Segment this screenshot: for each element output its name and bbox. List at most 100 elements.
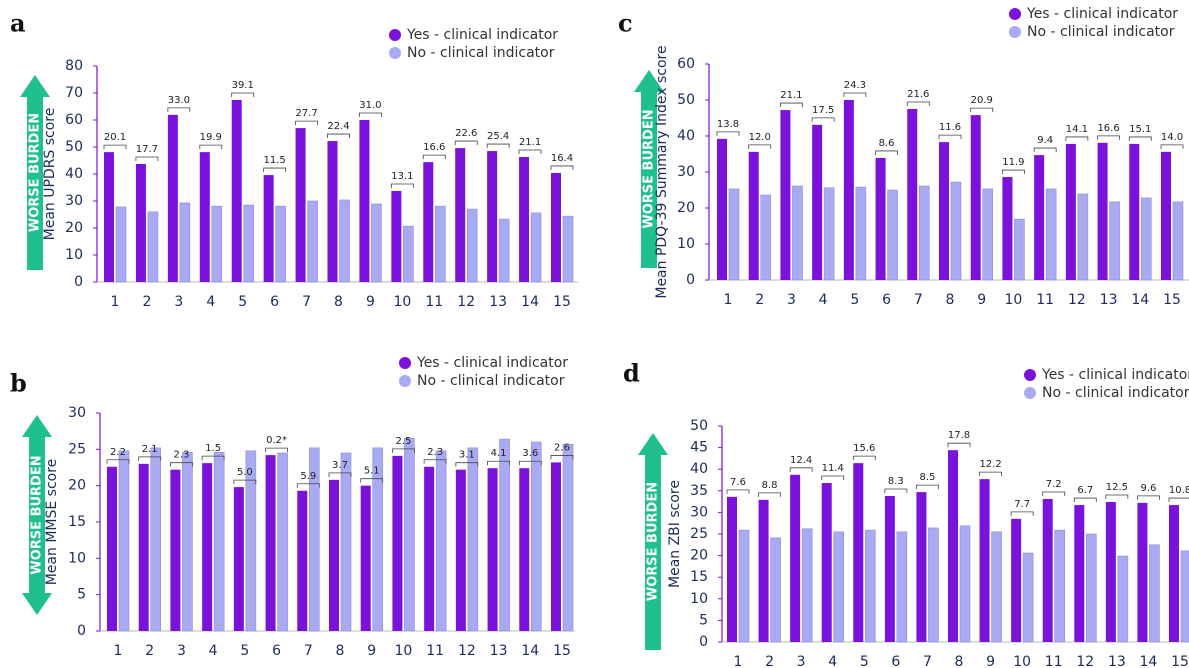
- bar: [467, 447, 479, 632]
- bar: [231, 100, 242, 283]
- y-tick-label: 20: [690, 548, 708, 564]
- bar: [727, 496, 737, 642]
- bar: [327, 141, 338, 282]
- bar: [307, 200, 318, 283]
- x-tick-label: 5: [850, 292, 859, 308]
- difference-label: 11.5: [264, 155, 286, 166]
- x-tick-label: 4: [209, 643, 218, 659]
- bracket: [135, 156, 159, 162]
- bracket: [1002, 169, 1025, 175]
- x-tick-label: 6: [272, 643, 281, 659]
- x-tick-label: 7: [304, 643, 313, 659]
- difference-label: 14.0: [1161, 132, 1183, 143]
- x-tick-label: 11: [425, 294, 443, 310]
- bar: [1180, 550, 1189, 643]
- bracket: [455, 462, 479, 467]
- burden-arrow: [638, 433, 668, 650]
- bar: [760, 194, 772, 281]
- difference-label: 15.6: [853, 443, 875, 454]
- bar: [1161, 151, 1171, 280]
- bracket: [758, 492, 781, 497]
- y-tick-label: 60: [65, 112, 83, 128]
- x-tick-label: 6: [270, 294, 279, 310]
- bar: [138, 463, 149, 631]
- difference-label: 15.1: [1129, 124, 1151, 135]
- bar: [843, 100, 854, 280]
- bar: [329, 479, 339, 631]
- x-tick-label: 15: [553, 643, 571, 659]
- bar: [1129, 143, 1140, 280]
- x-tick-label: 12: [457, 294, 475, 310]
- x-tick-label: 15: [553, 294, 571, 310]
- bar: [371, 203, 382, 283]
- x-tick-label: 1: [114, 643, 123, 659]
- bar: [135, 164, 146, 282]
- x-tick-label: 10: [395, 643, 413, 659]
- bracket: [1105, 494, 1129, 500]
- bar: [360, 485, 371, 631]
- difference-label: 20.9: [971, 95, 993, 106]
- y-tick-label: 0: [686, 272, 695, 288]
- panel-label: d: [623, 359, 640, 388]
- x-tick-label: 7: [914, 292, 923, 308]
- difference-label: 16.4: [551, 153, 573, 164]
- bar: [1065, 143, 1076, 280]
- bracket: [422, 154, 446, 160]
- bar: [498, 218, 510, 283]
- y-tick-label: 30: [690, 504, 708, 520]
- bracket: [518, 149, 542, 154]
- bracket: [327, 133, 350, 139]
- x-tick-label: 3: [797, 654, 806, 668]
- bar: [717, 138, 727, 280]
- panel-label: c: [618, 9, 633, 38]
- y-tick-label: 50: [65, 139, 83, 155]
- difference-label: 2.3: [427, 447, 443, 458]
- y-axis-label: Mean MMSE score: [44, 459, 60, 586]
- bar: [435, 450, 447, 632]
- bar: [213, 451, 225, 632]
- bracket: [938, 134, 962, 140]
- x-tick-label: 9: [986, 654, 995, 668]
- bar: [202, 463, 213, 631]
- bar: [792, 185, 803, 281]
- difference-label: 12.0: [749, 132, 771, 143]
- panel: a WORSE BURDEN Mean UPDRS score 0 10 20 30 40 50…: [10, 9, 578, 310]
- y-tick-label: 30: [65, 193, 83, 209]
- x-tick-label: 9: [367, 643, 376, 659]
- y-tick-label: 5: [699, 612, 708, 628]
- bar: [821, 483, 832, 642]
- bar: [392, 455, 403, 631]
- bracket: [106, 459, 130, 464]
- bar: [1002, 177, 1013, 280]
- y-tick-label: 80: [65, 58, 83, 74]
- legend-marker: [1009, 26, 1021, 38]
- legend-marker: [389, 29, 401, 41]
- bar: [770, 537, 781, 643]
- difference-label: 12.4: [790, 455, 812, 466]
- x-tick-label: 6: [891, 654, 900, 668]
- bracket: [1160, 144, 1184, 149]
- bracket: [726, 489, 750, 494]
- bracket: [780, 102, 803, 108]
- difference-label: 11.6: [939, 122, 961, 133]
- burden-arrow: [634, 70, 664, 268]
- x-tick-label: 10: [1013, 654, 1031, 668]
- bracket: [1097, 135, 1120, 140]
- y-tick-label: 20: [68, 478, 86, 494]
- bar: [1097, 142, 1108, 280]
- bracket: [843, 92, 867, 97]
- x-tick-label: 13: [1100, 292, 1118, 308]
- x-tick-label: 7: [923, 654, 932, 668]
- bracket: [265, 447, 288, 453]
- difference-label: 12.5: [1106, 482, 1128, 493]
- bracket: [138, 456, 162, 461]
- y-tick-label: 40: [65, 166, 83, 182]
- legend-label: Yes - clinical indicator: [406, 27, 558, 43]
- y-tick-label: 5: [77, 587, 86, 603]
- difference-label: 11.4: [822, 463, 844, 474]
- x-tick-label: 4: [828, 654, 837, 668]
- bar: [738, 529, 750, 643]
- bar: [959, 525, 971, 643]
- y-tick-label: 35: [690, 483, 708, 499]
